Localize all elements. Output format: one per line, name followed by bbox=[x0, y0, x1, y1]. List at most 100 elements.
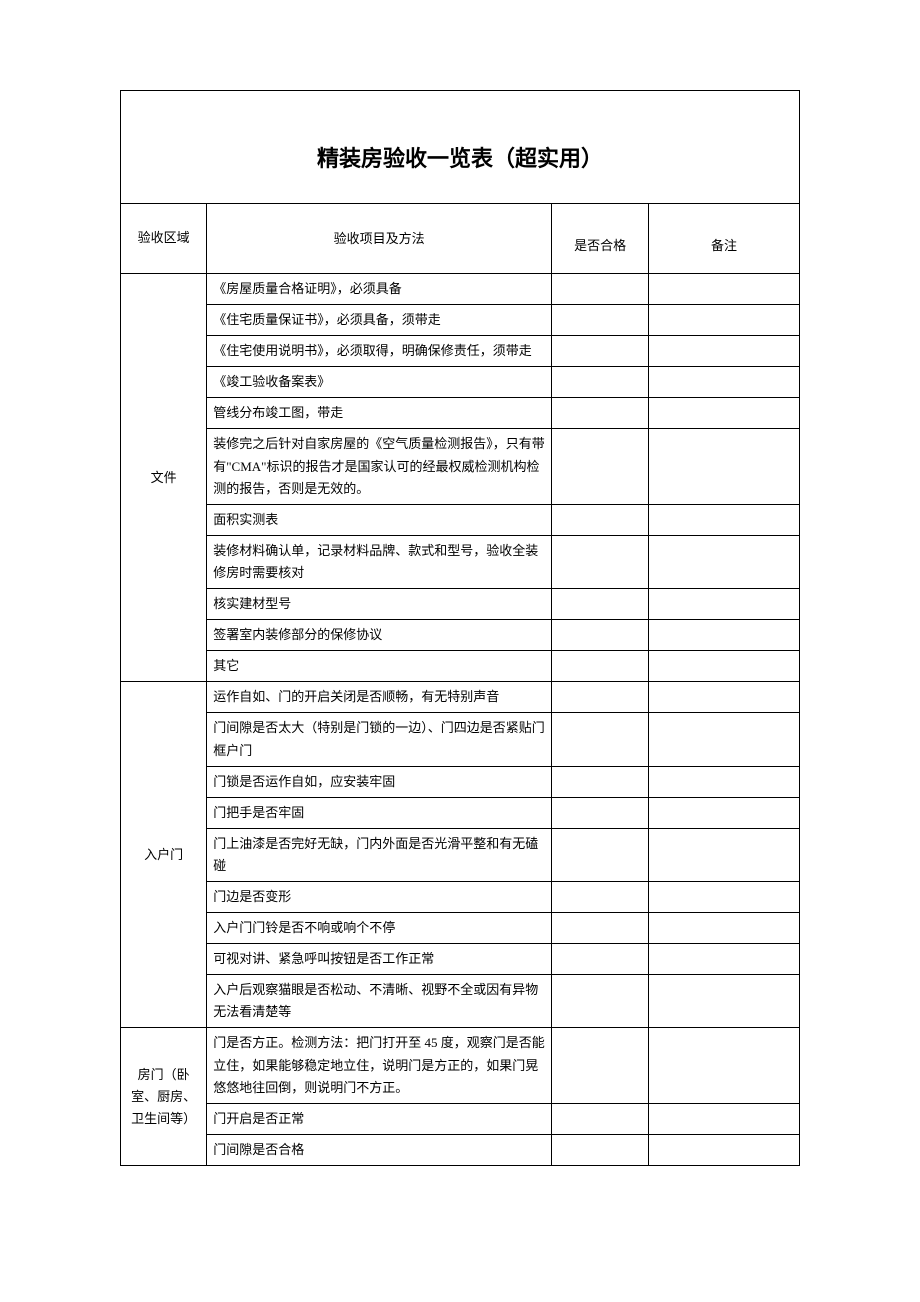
note-cell bbox=[649, 828, 800, 881]
method-cell: 可视对讲、紧急呼叫按钮是否工作正常 bbox=[207, 944, 552, 975]
pass-cell bbox=[552, 944, 649, 975]
area-cell-entrance-door: 入户门 bbox=[121, 682, 207, 1028]
area-cell-documents: 文件 bbox=[121, 274, 207, 682]
pass-cell bbox=[552, 274, 649, 305]
header-area: 验收区域 bbox=[121, 204, 207, 274]
note-cell bbox=[649, 1028, 800, 1103]
pass-cell bbox=[552, 913, 649, 944]
note-cell bbox=[649, 944, 800, 975]
pass-cell bbox=[552, 766, 649, 797]
method-cell: 装修完之后针对自家房屋的《空气质量检测报告》，只有带有"CMA"标识的报告才是国… bbox=[207, 429, 552, 504]
pass-cell bbox=[552, 305, 649, 336]
table-row: 面积实测表 bbox=[121, 504, 800, 535]
pass-cell bbox=[552, 1134, 649, 1165]
header-pass: 是否合格 bbox=[552, 204, 649, 274]
method-cell: 面积实测表 bbox=[207, 504, 552, 535]
note-cell bbox=[649, 651, 800, 682]
table-row: 门开启是否正常 bbox=[121, 1103, 800, 1134]
table-row: 签署室内装修部分的保修协议 bbox=[121, 620, 800, 651]
note-cell bbox=[649, 1134, 800, 1165]
method-cell: 管线分布竣工图，带走 bbox=[207, 398, 552, 429]
method-cell: 《竣工验收备案表》 bbox=[207, 367, 552, 398]
method-cell: 门锁是否运作自如，应安装牢固 bbox=[207, 766, 552, 797]
note-cell bbox=[649, 881, 800, 912]
inspection-table: 验收区域 验收项目及方法 是否合格 备注 文件 《房屋质量合格证明》，必须具备 … bbox=[120, 203, 800, 1166]
note-cell bbox=[649, 797, 800, 828]
pass-cell bbox=[552, 828, 649, 881]
note-cell bbox=[649, 682, 800, 713]
table-row: 门把手是否牢固 bbox=[121, 797, 800, 828]
method-cell: 核实建材型号 bbox=[207, 589, 552, 620]
table-row: 入户门门铃是否不响或响个不停 bbox=[121, 913, 800, 944]
table-row: 《竣工验收备案表》 bbox=[121, 367, 800, 398]
header-method: 验收项目及方法 bbox=[207, 204, 552, 274]
pass-cell bbox=[552, 651, 649, 682]
pass-cell bbox=[552, 336, 649, 367]
method-cell: 装修材料确认单，记录材料品牌、款式和型号，验收全装修房时需要核对 bbox=[207, 535, 552, 588]
header-note: 备注 bbox=[649, 204, 800, 274]
table-body: 文件 《房屋质量合格证明》，必须具备 《住宅质量保证书》，必须具备，须带走 《住… bbox=[121, 274, 800, 1166]
table-row: 核实建材型号 bbox=[121, 589, 800, 620]
method-cell: 门是否方正。检测方法：把门打开至 45 度，观察门是否能立住，如果能够稳定地立住… bbox=[207, 1028, 552, 1103]
table-row: 门锁是否运作自如，应安装牢固 bbox=[121, 766, 800, 797]
method-cell: 门间隙是否合格 bbox=[207, 1134, 552, 1165]
note-cell bbox=[649, 620, 800, 651]
note-cell bbox=[649, 504, 800, 535]
pass-cell bbox=[552, 1103, 649, 1134]
table-header-row: 验收区域 验收项目及方法 是否合格 备注 bbox=[121, 204, 800, 274]
method-cell: 《住宅使用说明书》，必须取得，明确保修责任，须带走 bbox=[207, 336, 552, 367]
pass-cell bbox=[552, 504, 649, 535]
table-row: 文件 《房屋质量合格证明》，必须具备 bbox=[121, 274, 800, 305]
method-cell: 门把手是否牢固 bbox=[207, 797, 552, 828]
pass-cell bbox=[552, 367, 649, 398]
method-cell: 运作自如、门的开启关闭是否顺畅，有无特别声音 bbox=[207, 682, 552, 713]
note-cell bbox=[649, 1103, 800, 1134]
table-row: 《住宅质量保证书》，必须具备，须带走 bbox=[121, 305, 800, 336]
table-row: 门边是否变形 bbox=[121, 881, 800, 912]
pass-cell bbox=[552, 589, 649, 620]
pass-cell bbox=[552, 429, 649, 504]
table-row: 入户门 运作自如、门的开启关闭是否顺畅，有无特别声音 bbox=[121, 682, 800, 713]
method-cell: 签署室内装修部分的保修协议 bbox=[207, 620, 552, 651]
note-cell bbox=[649, 766, 800, 797]
method-cell: 入户后观察猫眼是否松动、不清晰、视野不全或因有异物无法看清楚等 bbox=[207, 975, 552, 1028]
method-cell: 门间隙是否太大（特别是门锁的一边）、门四边是否紧贴门框户门 bbox=[207, 713, 552, 766]
area-cell-room-door: 房门（卧室、厨房、卫生间等） bbox=[121, 1028, 207, 1165]
method-cell: 门边是否变形 bbox=[207, 881, 552, 912]
table-row: 装修完之后针对自家房屋的《空气质量检测报告》，只有带有"CMA"标识的报告才是国… bbox=[121, 429, 800, 504]
table-row: 房门（卧室、厨房、卫生间等） 门是否方正。检测方法：把门打开至 45 度，观察门… bbox=[121, 1028, 800, 1103]
note-cell bbox=[649, 429, 800, 504]
method-cell: 门开启是否正常 bbox=[207, 1103, 552, 1134]
method-cell: 门上油漆是否完好无缺，门内外面是否光滑平整和有无磕碰 bbox=[207, 828, 552, 881]
pass-cell bbox=[552, 881, 649, 912]
pass-cell bbox=[552, 682, 649, 713]
method-cell: 入户门门铃是否不响或响个不停 bbox=[207, 913, 552, 944]
pass-cell bbox=[552, 535, 649, 588]
note-cell bbox=[649, 913, 800, 944]
pass-cell bbox=[552, 620, 649, 651]
method-cell: 其它 bbox=[207, 651, 552, 682]
note-cell bbox=[649, 713, 800, 766]
pass-cell bbox=[552, 1028, 649, 1103]
table-row: 其它 bbox=[121, 651, 800, 682]
pass-cell bbox=[552, 797, 649, 828]
table-row: 装修材料确认单，记录材料品牌、款式和型号，验收全装修房时需要核对 bbox=[121, 535, 800, 588]
note-cell bbox=[649, 367, 800, 398]
pass-cell bbox=[552, 975, 649, 1028]
note-cell bbox=[649, 535, 800, 588]
method-cell: 《住宅质量保证书》，必须具备，须带走 bbox=[207, 305, 552, 336]
note-cell bbox=[649, 336, 800, 367]
note-cell bbox=[649, 975, 800, 1028]
table-row: 入户后观察猫眼是否松动、不清晰、视野不全或因有异物无法看清楚等 bbox=[121, 975, 800, 1028]
table-row: 门上油漆是否完好无缺，门内外面是否光滑平整和有无磕碰 bbox=[121, 828, 800, 881]
table-row: 门间隙是否太大（特别是门锁的一边）、门四边是否紧贴门框户门 bbox=[121, 713, 800, 766]
pass-cell bbox=[552, 398, 649, 429]
table-row: 《住宅使用说明书》，必须取得，明确保修责任，须带走 bbox=[121, 336, 800, 367]
table-row: 管线分布竣工图，带走 bbox=[121, 398, 800, 429]
table-row: 可视对讲、紧急呼叫按钮是否工作正常 bbox=[121, 944, 800, 975]
note-cell bbox=[649, 274, 800, 305]
note-cell bbox=[649, 589, 800, 620]
pass-cell bbox=[552, 713, 649, 766]
method-cell: 《房屋质量合格证明》，必须具备 bbox=[207, 274, 552, 305]
note-cell bbox=[649, 305, 800, 336]
